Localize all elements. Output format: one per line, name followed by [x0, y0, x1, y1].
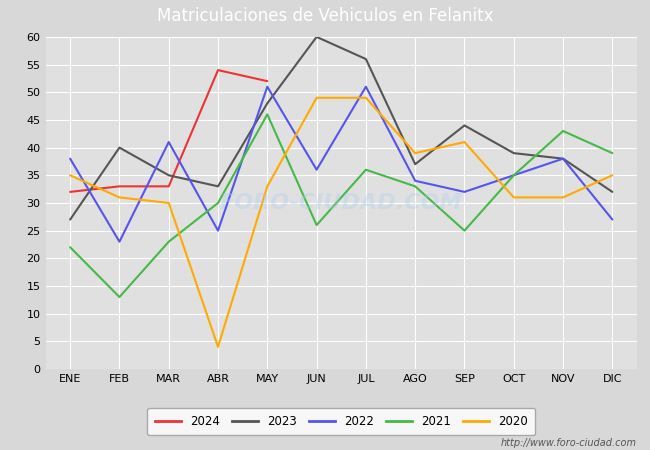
Text: FORO-CIUDAD.COM: FORO-CIUDAD.COM: [220, 193, 463, 213]
Text: http://www.foro-ciudad.com: http://www.foro-ciudad.com: [501, 438, 637, 448]
Legend: 2024, 2023, 2022, 2021, 2020: 2024, 2023, 2022, 2021, 2020: [148, 408, 535, 435]
Text: Matriculaciones de Vehiculos en Felanitx: Matriculaciones de Vehiculos en Felanitx: [157, 7, 493, 25]
